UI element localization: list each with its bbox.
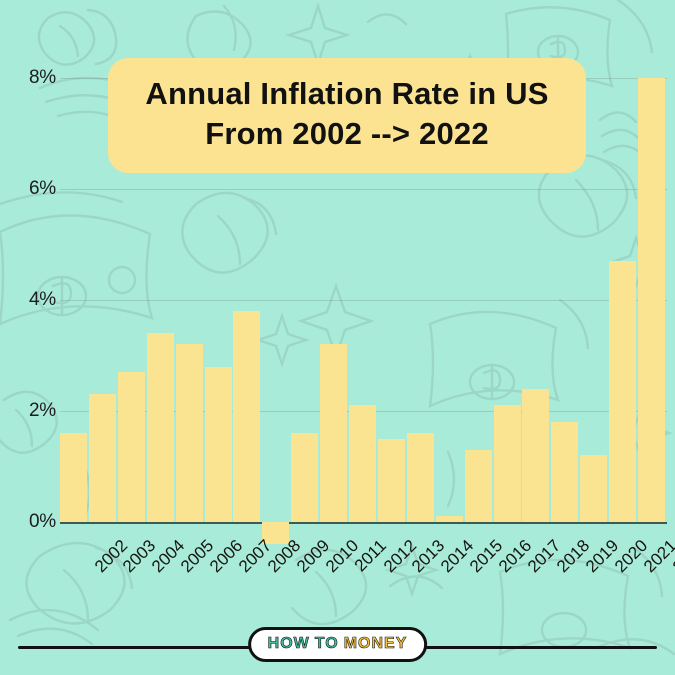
footer-brand-bar: HOW TO MONEY xyxy=(0,627,675,675)
bar-2007 xyxy=(204,366,232,522)
bar-2019 xyxy=(551,422,579,522)
gridline-6% xyxy=(60,189,667,190)
chart-title-card: Annual Inflation Rate in US From 2002 --… xyxy=(108,58,586,174)
brand-word-to: TO xyxy=(314,635,339,653)
brand-word-how: HOW xyxy=(267,635,310,653)
bar-2010 xyxy=(291,433,319,522)
bar-2020 xyxy=(580,455,608,522)
bar-2009 xyxy=(262,522,290,545)
bar-2004 xyxy=(117,372,145,522)
bar-2018 xyxy=(522,388,550,522)
how-to-money-logo: HOW TO MONEY xyxy=(247,627,428,662)
y-axis-tick-label: 6% xyxy=(28,178,56,199)
bar-2008 xyxy=(233,311,261,522)
gridline-4% xyxy=(60,300,667,301)
brand-word-money: MONEY xyxy=(343,635,408,653)
bar-2014 xyxy=(406,433,434,522)
bar-2011 xyxy=(320,344,348,522)
bar-2012 xyxy=(349,405,376,522)
bar-2005 xyxy=(146,333,174,522)
y-axis-tick-label: 2% xyxy=(28,400,56,421)
bars-group xyxy=(60,0,667,675)
y-axis-tick-label: 0% xyxy=(28,511,56,532)
bar-2013 xyxy=(377,438,405,522)
bar-2016 xyxy=(464,449,492,522)
x-axis-line xyxy=(60,522,667,524)
bar-2022 xyxy=(638,78,665,522)
bar-2003 xyxy=(88,394,116,522)
chart-title-line-1: Annual Inflation Rate in US xyxy=(145,76,549,111)
bar-2017 xyxy=(493,405,521,522)
y-axis-tick-label: 8% xyxy=(28,67,56,88)
bar-2006 xyxy=(175,344,203,522)
chart-title-line-2: From 2002 --> 2022 xyxy=(205,115,489,151)
bar-2021 xyxy=(609,261,637,522)
y-axis-tick-label: 4% xyxy=(28,289,56,310)
bar-2002 xyxy=(60,433,87,522)
bar-2015 xyxy=(435,516,463,522)
